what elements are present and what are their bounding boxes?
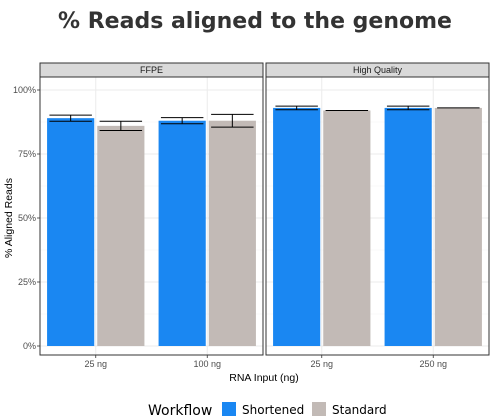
facet-strip-label: FFPE [140, 65, 163, 75]
bar-shortened [384, 107, 432, 346]
bar-standard [434, 107, 482, 346]
x-axis-title: RNA Input (ng) [229, 372, 298, 384]
y-axis-title: % Aligned Reads [3, 178, 15, 258]
chart-title: % Reads aligned to the genome [58, 9, 452, 34]
bar-standard [97, 125, 145, 346]
bar-shortened [273, 107, 321, 346]
legend-label-standard: Standard [332, 403, 387, 417]
y-tick-label: 0% [23, 341, 36, 351]
legend-label-shortened: Shortened [242, 403, 304, 417]
y-tick-label: 100% [13, 85, 36, 95]
bar-shortened [158, 120, 206, 346]
facet-strip-label: High Quality [353, 65, 403, 75]
x-tick-label: 25 ng [310, 359, 333, 369]
y-tick-label: 75% [18, 149, 36, 159]
panel-border [39, 76, 264, 356]
legend-swatch-shortened [222, 402, 236, 416]
facet-panels: 0% 25% 50% 75% 100% FFPE 25 ng 100 ng High Quali… [13, 62, 490, 369]
bar-shortened [47, 118, 95, 346]
legend-title: Workflow [148, 403, 212, 419]
legend-swatch-standard [312, 402, 326, 416]
x-tick-label: 250 ng [419, 359, 447, 369]
legend: Workflow Shortened Standard [148, 402, 387, 419]
x-tick-label: 25 ng [84, 359, 107, 369]
y-tick-label: 50% [18, 213, 36, 223]
panel-border [265, 76, 490, 356]
bar-standard [208, 120, 256, 346]
bar-standard [323, 110, 371, 346]
y-tick-label: 25% [18, 277, 36, 287]
x-tick-label: 100 ng [193, 359, 221, 369]
